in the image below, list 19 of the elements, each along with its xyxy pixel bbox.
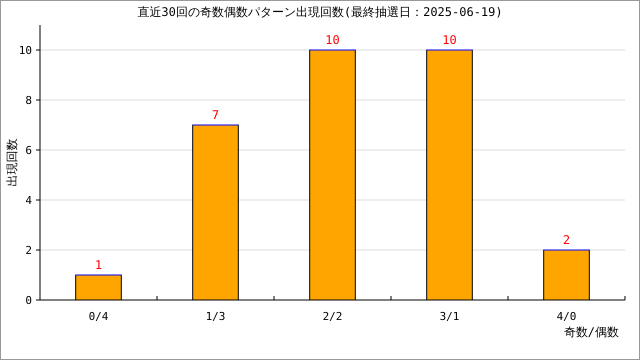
x-tick-label: 3/1 xyxy=(440,310,460,323)
y-tick-label: 10 xyxy=(18,44,32,57)
y-tick-label: 2 xyxy=(25,244,32,257)
data-label: 7 xyxy=(212,108,220,122)
x-tick-label: 1/3 xyxy=(206,310,226,323)
y-tick-label: 0 xyxy=(25,294,32,307)
data-label: 2 xyxy=(562,233,570,247)
data-label: 1 xyxy=(94,258,102,272)
data-label: 10 xyxy=(325,33,340,47)
x-tick-label: 4/0 xyxy=(556,310,576,323)
y-tick-label: 4 xyxy=(25,194,32,207)
y-tick-label: 6 xyxy=(25,144,32,157)
y-axis-title: 出現回数 xyxy=(5,138,19,186)
x-tick-label: 0/4 xyxy=(88,310,109,323)
x-axis-title: 奇数/偶数 xyxy=(564,325,619,339)
y-tick-label: 8 xyxy=(25,94,32,107)
data-label: 10 xyxy=(442,33,457,47)
x-tick-label: 2/2 xyxy=(322,310,342,323)
chart-title: 直近30回の奇数偶数パターン出現回数(最終抽選日：2025-06-19) xyxy=(137,5,503,19)
